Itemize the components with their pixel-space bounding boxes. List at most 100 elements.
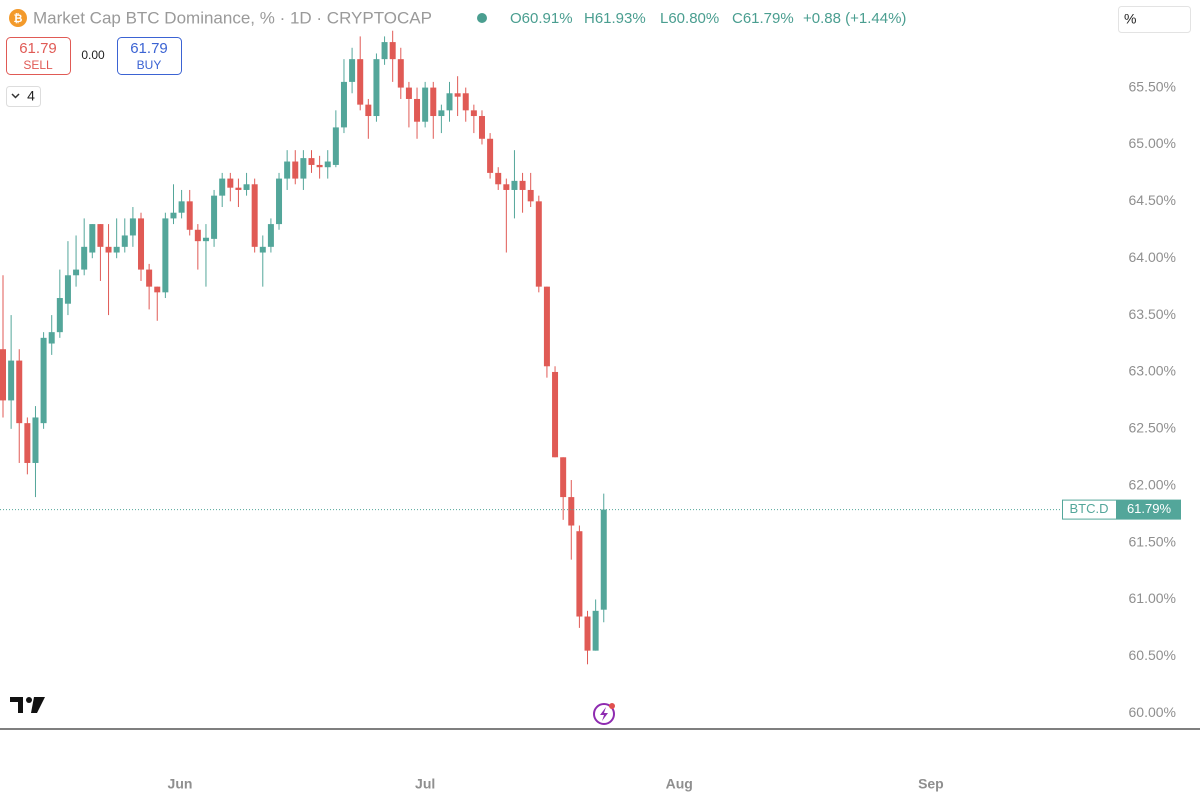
scale-mode-box[interactable]: [1118, 6, 1191, 33]
candle-body: [235, 187, 242, 190]
candle-body: [495, 172, 502, 185]
candle-body: [422, 87, 429, 122]
candle-body: [576, 531, 583, 617]
candle-body: [129, 218, 136, 236]
tag-symbol: BTC.D: [1070, 501, 1109, 516]
candle-body: [178, 201, 185, 213]
candle-body: [227, 178, 234, 188]
candle-body: [251, 184, 258, 247]
y-tick-label: 64.50%: [1129, 192, 1176, 208]
candle-body: [438, 110, 445, 117]
candle-body: [81, 246, 88, 270]
y-tick-label: 63.50%: [1129, 306, 1176, 322]
candle-body: [503, 184, 510, 190]
candle-body: [340, 81, 347, 128]
candle-body: [365, 104, 372, 117]
candle-body: [349, 59, 356, 82]
candle-body: [389, 42, 396, 60]
indicator-toggle[interactable]: [6, 86, 41, 107]
sell-price: 61.79: [19, 40, 57, 57]
candle-body: [462, 93, 469, 111]
candle-body: [405, 87, 412, 99]
candle-body: [138, 218, 145, 270]
y-tick-label: 63.00%: [1129, 363, 1176, 379]
x-tick-label: Sep: [918, 776, 944, 792]
candle-body: [259, 246, 266, 253]
candle-body: [243, 184, 250, 190]
ohlc-value: L60.80%: [660, 10, 719, 27]
tag-price-box: [1117, 499, 1181, 520]
candle-body: [48, 332, 55, 344]
candle-body: [454, 93, 461, 97]
sell-label: SELL: [23, 58, 53, 72]
candle-body: [113, 246, 120, 253]
candle-body: [8, 360, 15, 401]
candle-body: [552, 371, 559, 458]
candle-body: [24, 423, 31, 463]
candle-body: [73, 269, 80, 276]
y-tick-label: 64.00%: [1129, 249, 1176, 265]
ohlc-value: +0.88 (+1.44%): [803, 10, 906, 27]
ohlc-value: C61.79%: [732, 10, 794, 27]
sell-button[interactable]: [6, 37, 71, 75]
candle-body: [194, 229, 201, 242]
ohlc-value: O60.91%: [510, 10, 573, 27]
candle-body: [32, 417, 39, 463]
candle-body: [16, 360, 23, 424]
candle-body: [154, 286, 161, 293]
scale-mode: %: [1124, 11, 1136, 27]
candle-body: [105, 246, 112, 253]
candle-body: [373, 59, 380, 117]
candle-body: [276, 178, 283, 225]
candle-body: [487, 138, 494, 173]
candle-body: [543, 286, 550, 367]
candle-body: [332, 127, 339, 165]
candle-body: [414, 98, 421, 122]
candle-body: [324, 161, 331, 168]
lightning-icon[interactable]: [593, 703, 615, 725]
candle-body: [600, 509, 607, 610]
candle-body: [162, 218, 169, 293]
candle-body: [535, 201, 542, 287]
candle-body: [56, 298, 63, 333]
y-tick-label: 60.50%: [1129, 647, 1176, 663]
candle-body: [0, 349, 7, 401]
coin-icon: [9, 9, 27, 27]
candle-body: [267, 224, 274, 247]
candle-body: [381, 42, 388, 60]
x-tick-label: Jun: [168, 776, 193, 792]
candle-body: [527, 189, 534, 202]
tv-logo: [10, 697, 45, 713]
candle-body: [430, 87, 437, 117]
candle-body: [202, 237, 209, 242]
spread: 0.00: [81, 48, 105, 62]
buy-price: 61.79: [130, 40, 168, 57]
candle-body: [397, 59, 404, 88]
y-tick-label: 61.00%: [1129, 590, 1176, 606]
candle-body: [97, 224, 104, 247]
candle-body: [584, 616, 591, 651]
buy-label: BUY: [137, 58, 162, 72]
candle-body: [40, 337, 47, 424]
candle-body: [292, 161, 299, 179]
candle-body: [308, 158, 315, 165]
candle-body: [300, 158, 307, 179]
ohlc-value: H61.93%: [584, 10, 646, 27]
candle-body: [478, 116, 485, 139]
candle-body: [146, 269, 153, 287]
candle-body: [511, 180, 518, 190]
chart-title: Market Cap BTC Dominance, % · 1D · CRYPT…: [33, 8, 432, 27]
candle-body: [284, 161, 291, 179]
candle-body: [170, 212, 177, 219]
chevron: [11, 93, 20, 99]
candle-body: [219, 178, 226, 196]
candle-body: [470, 110, 477, 117]
candle-body: [316, 164, 323, 168]
y-tick-label: 61.50%: [1129, 533, 1176, 549]
buy-button[interactable]: [117, 37, 182, 75]
plot-area: 60.00% 60.50% 61.00% 61.50% 62.00% 62.50% 63.0…: [0, 30, 1181, 792]
ohlc-readout: O60.91% H61.93% L60.80% C61.79% +0.88 (+1.44…: [510, 10, 906, 27]
indicator-count: 4: [27, 88, 35, 104]
candle-body: [592, 610, 599, 651]
